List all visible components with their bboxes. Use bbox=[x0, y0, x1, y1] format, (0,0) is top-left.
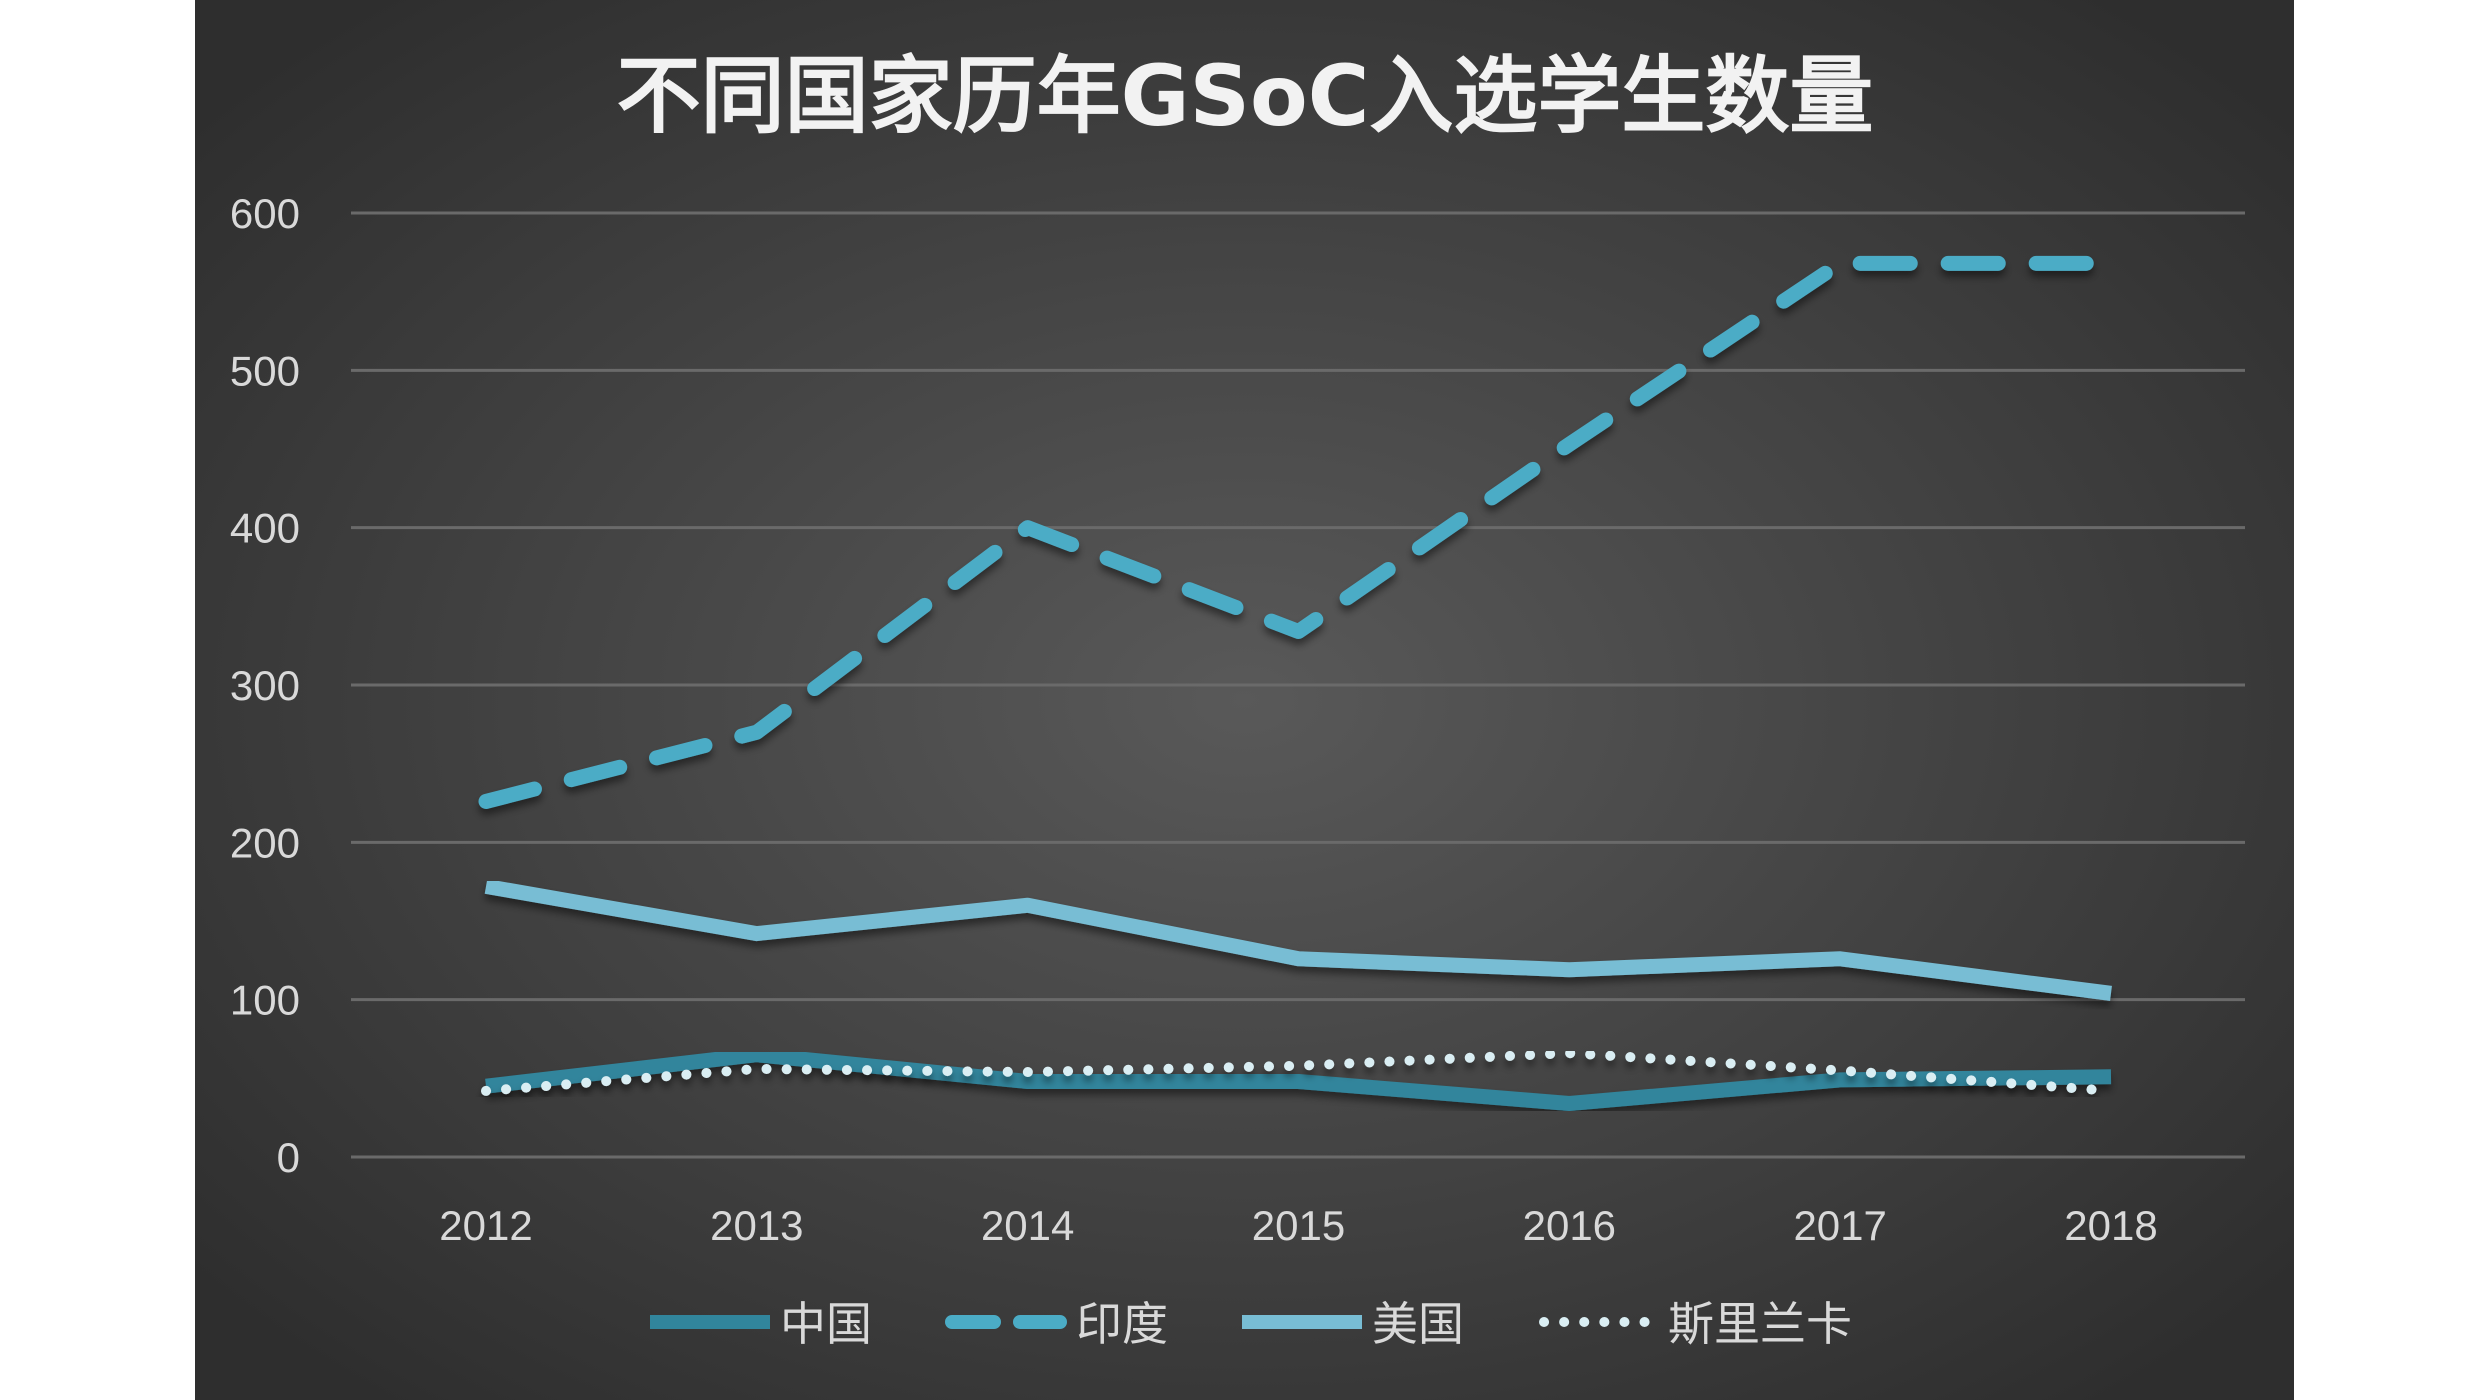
y-tick-label: 500 bbox=[230, 347, 300, 394]
x-tick-label: 2016 bbox=[1523, 1202, 1616, 1249]
legend-label: 斯里兰卡 bbox=[1668, 1297, 1852, 1351]
y-tick-label: 600 bbox=[230, 190, 300, 237]
y-tick-label: 400 bbox=[230, 505, 300, 552]
y-tick-label: 100 bbox=[230, 977, 300, 1024]
x-tick-label: 2018 bbox=[2064, 1202, 2157, 1249]
x-tick-label: 2012 bbox=[439, 1202, 532, 1249]
legend-label: 中国 bbox=[780, 1297, 872, 1351]
chart-title: 不同国家历年GSoC入选学生数量 bbox=[617, 47, 1874, 145]
legend-item: 斯里兰卡 bbox=[1539, 1297, 1852, 1351]
series-line-1 bbox=[478, 255, 2119, 809]
x-tick-label: 2017 bbox=[1793, 1202, 1886, 1249]
series-line-0 bbox=[485, 1047, 2112, 1112]
legend-label: 印度 bbox=[1076, 1297, 1168, 1351]
legend-item: 中国 bbox=[650, 1297, 872, 1351]
legend-item: 印度 bbox=[945, 1297, 1168, 1351]
legend-label: 美国 bbox=[1372, 1297, 1464, 1351]
y-tick-label: 200 bbox=[230, 819, 300, 866]
x-tick-label: 2014 bbox=[981, 1202, 1074, 1249]
x-tick-label: 2015 bbox=[1252, 1202, 1345, 1249]
legend-item: 美国 bbox=[1242, 1297, 1464, 1351]
series-line-2 bbox=[484, 878, 2112, 1001]
y-tick-label: 0 bbox=[277, 1134, 300, 1181]
x-tick-label: 2013 bbox=[710, 1202, 803, 1249]
chart-background bbox=[195, 0, 2294, 1400]
y-tick-label: 300 bbox=[230, 662, 300, 709]
